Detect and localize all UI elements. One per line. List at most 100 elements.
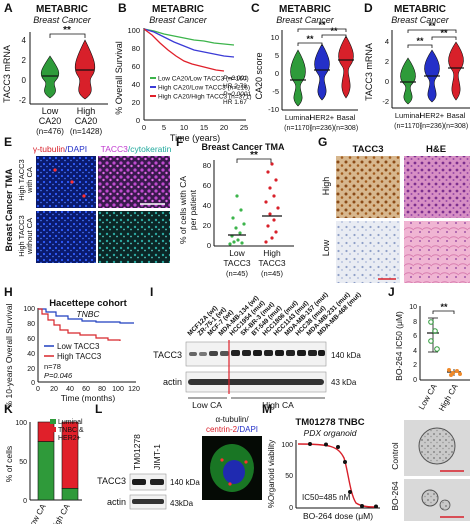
panel-i-band — [297, 350, 306, 356]
panel-f-group: High — [263, 248, 281, 258]
panel-b-curve-low-low — [143, 28, 235, 46]
panel-a-ylabel: TACC3 mRNA — [2, 45, 12, 103]
panel-b-ytick: 20 — [132, 98, 140, 107]
panel-e-col1-header: γ-tubulin/DAPI — [33, 144, 87, 154]
panel-label-e: E — [4, 135, 12, 149]
panel-h-title: Hacettepe cohort — [49, 298, 127, 309]
panel-e-col2-header: TACC3/cytokeratin — [101, 144, 172, 154]
panel-d-ytick: 2 — [385, 57, 389, 66]
panel-k-bar-luminal — [61, 487, 79, 501]
panel-m-point — [324, 442, 328, 447]
panel-h-xtick: 80 — [98, 386, 106, 393]
panel-j-dot — [455, 369, 459, 373]
panel-m-ytick: 0 — [289, 505, 293, 512]
panel-m-point — [336, 445, 340, 449]
panel-h-xlabel: Time (months) — [61, 393, 116, 403]
panel-a-ytick: 2 — [22, 56, 27, 65]
panel-a-subtitle: Breast Cancer — [33, 15, 92, 25]
panel-b-stat: HR 1.67 — [223, 99, 247, 106]
panel-g-ihc-high — [336, 156, 400, 218]
panel-c-subtitle: Breast Cancer — [276, 15, 335, 25]
panel-a-group-high-sub: CA20 — [75, 116, 98, 126]
panel-i-band — [253, 350, 262, 356]
panel-b: METABRIC Breast Cancer % Overall Surviva… — [114, 4, 252, 143]
panel-g-col: TACC3 — [353, 144, 384, 155]
panel-j-ytick: 4 — [413, 348, 417, 355]
panel-k-bar-luminal — [37, 441, 55, 501]
panel-a-significance: ** — [63, 25, 71, 36]
panel-h-legend-label: High TACC3 — [57, 352, 102, 361]
panel-e: γ-tubulin/DAPI TACC3/cytokeratin Breast … — [4, 144, 172, 263]
panel-d-group: HER2+ — [420, 111, 445, 120]
panel-l-if-centrin-dot — [228, 482, 232, 486]
panel-f-dot — [234, 226, 238, 230]
panel-k-ytick: 50 — [19, 459, 27, 466]
panel-f-ytick: 0 — [207, 241, 211, 250]
panel-label-g: G — [318, 135, 327, 149]
panel-f-dot — [264, 240, 268, 244]
panel-l-if-centrin: centrin-2 — [206, 425, 238, 434]
panel-i-band — [264, 350, 273, 356]
panel-f-group-n: (n=45) — [226, 269, 248, 278]
panel-f-sig-bracket — [236, 158, 272, 163]
panel-m-bo264-organoid — [439, 499, 451, 511]
panel-j-dot — [428, 338, 434, 344]
panel-l-if-centrin-dot — [220, 458, 224, 462]
panel-b-ytick: 60 — [132, 62, 140, 71]
panel-i-group: High CA — [262, 400, 294, 410]
panel-a-group-low-n: (n=476) — [36, 127, 64, 136]
panel-b-xlabel: Time (years) — [170, 133, 220, 143]
panel-b-ylabel: % Overall Survival — [114, 41, 124, 115]
panel-k-category: Low CA — [26, 502, 48, 524]
panel-c-group-n: (n=308) — [334, 125, 358, 132]
panel-h-p: P=0.046 — [44, 371, 73, 380]
panel-f-dot — [239, 208, 243, 212]
panel-label-b: B — [118, 1, 127, 15]
panel-k-ylabel: % of cells — [4, 446, 14, 482]
panel-e-col1-a: γ-tubulin — [33, 144, 65, 154]
panel-i-band — [318, 350, 325, 356]
panel-d-ytick: 0 — [385, 77, 389, 86]
panel-m-ytick: 50 — [285, 473, 293, 480]
panel-m-point — [374, 504, 378, 509]
panel-j-dot — [434, 346, 440, 352]
panel-j-dot — [447, 368, 451, 372]
panel-c-violin-basal — [338, 35, 354, 99]
panel-m-ytick: 100 — [281, 442, 293, 449]
panel-d: METABRIC Breast Cancer TACC3 mRNA 4 2 0 … — [364, 4, 470, 130]
panel-k-legend-label: HER2+ — [58, 435, 81, 442]
panel-h-xtick: 120 — [128, 386, 140, 393]
panel-d-group-n: (n=236) — [420, 123, 444, 130]
panel-g: TACC3 H&E High Low — [321, 144, 470, 283]
panel-e-centrosome-dot — [70, 180, 74, 184]
panel-i-band-label: actin — [163, 377, 182, 387]
panel-c-significance: ** — [306, 34, 314, 44]
panel-label-l: L — [95, 402, 102, 416]
panel-f-dot — [232, 240, 236, 244]
panel-f-ytick: 20 — [203, 221, 211, 230]
panel-a-group-high: High — [77, 106, 96, 116]
panel-m-point — [343, 460, 347, 464]
panel-l-band — [132, 479, 146, 485]
panel-f-dot — [266, 170, 270, 174]
panel-e-centrosome-dot — [82, 194, 86, 198]
panel-d-violin-basal — [448, 41, 464, 101]
panel-c-ytick: 5 — [275, 51, 279, 60]
panel-j-significance: ** — [440, 302, 448, 312]
panel-h-n: n=78 — [44, 362, 61, 371]
panel-h-ytick: 40 — [27, 351, 35, 358]
panel-c-group-n: (n=1170) — [284, 125, 312, 132]
panel-f-dot — [240, 241, 244, 245]
panel-e-centrosome-dot — [53, 168, 57, 172]
panel-f-dot — [270, 162, 274, 166]
panel-d-group-n: (n=308) — [444, 123, 468, 130]
panel-a-group-low: Low — [42, 106, 59, 116]
panel-c-title: METABRIC — [279, 4, 331, 15]
panel-j-ytick: 0 — [413, 377, 417, 384]
panel-c-sig-bracket — [321, 34, 347, 38]
panel-b-stat: HR 2.78 — [223, 83, 247, 90]
panel-f-dot — [235, 194, 239, 198]
panel-j-ytick: 8 — [413, 319, 417, 326]
panel-h-xtick: 40 — [66, 386, 74, 393]
panel-f-ytick: 80 — [203, 161, 211, 170]
